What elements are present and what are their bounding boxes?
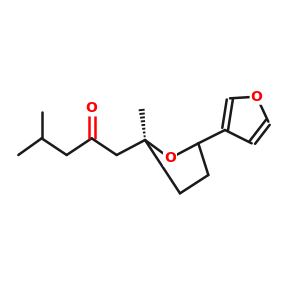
Text: O: O (251, 90, 262, 104)
Text: O: O (86, 101, 98, 115)
Text: O: O (164, 151, 176, 165)
